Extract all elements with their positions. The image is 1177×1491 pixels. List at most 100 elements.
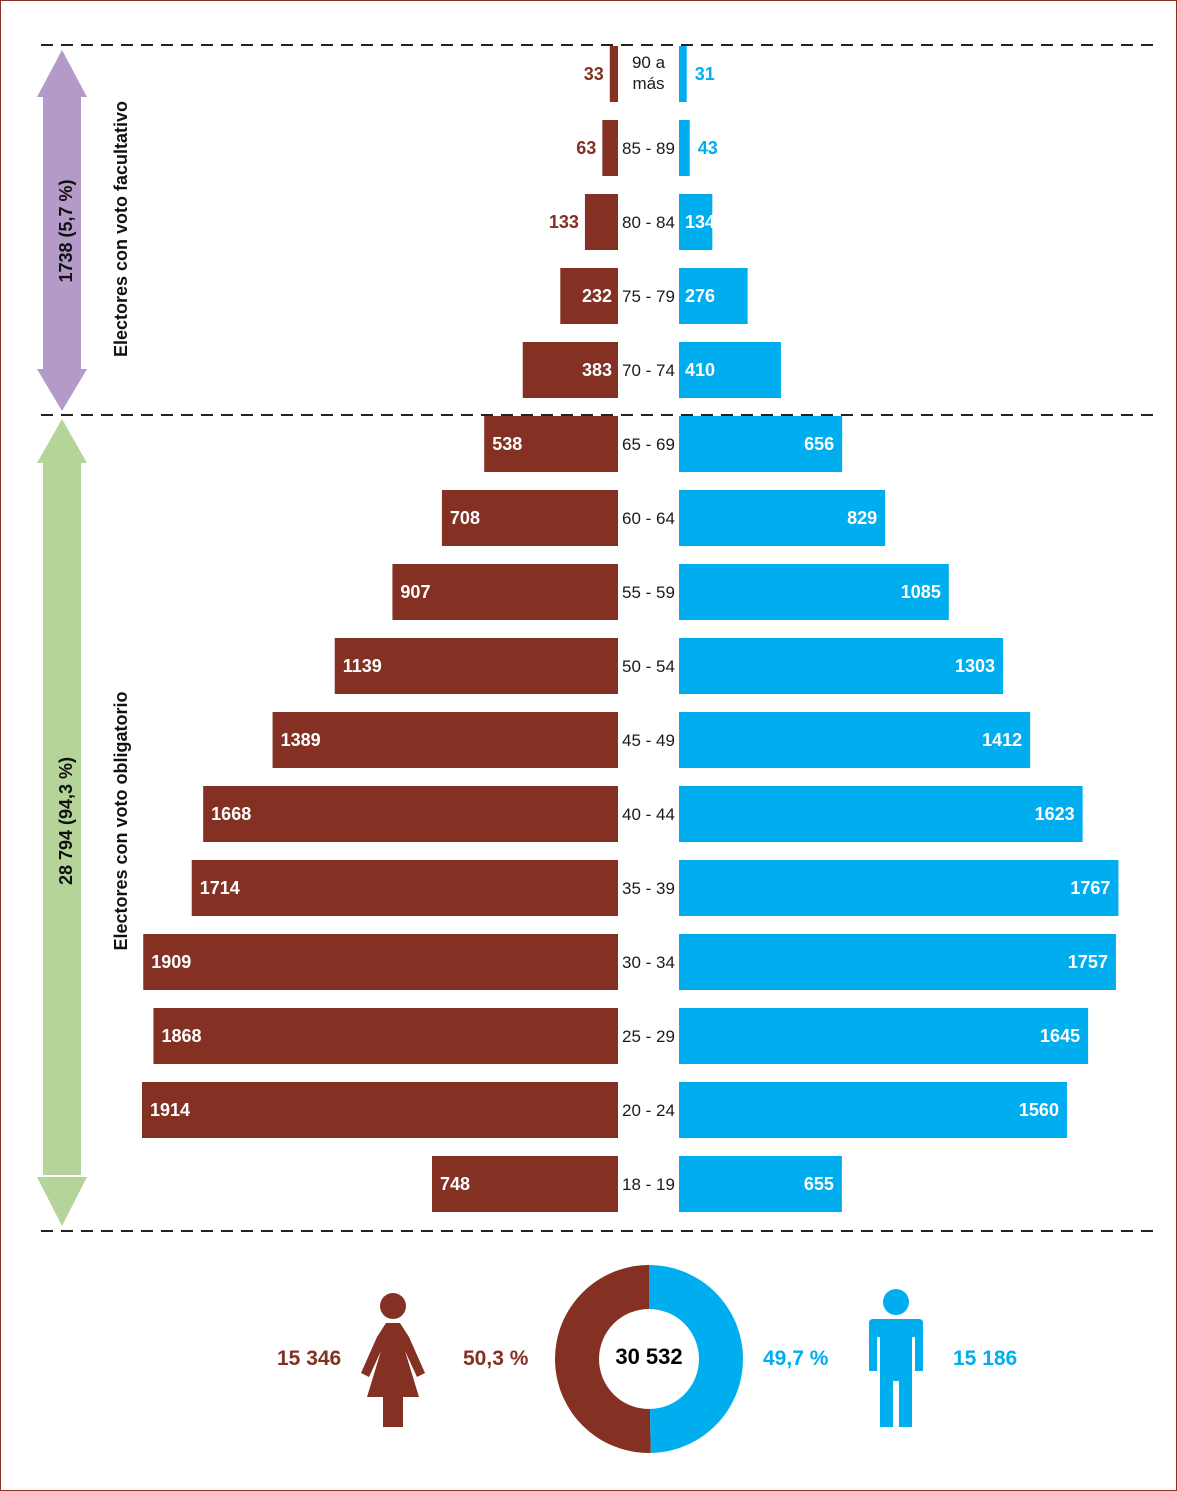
female-total: 15 346 — [277, 1347, 342, 1370]
bar-female-label-6: 708 — [450, 508, 480, 528]
bar-male-6 — [679, 490, 886, 546]
summary-panel: 15 346 50,3 % 30 532 49,7 % 15 186 — [1, 1251, 1176, 1481]
facultativo-arrow-head-up — [37, 50, 87, 97]
bar-male-3 — [679, 268, 748, 324]
facultativo-arrow-shaft — [43, 97, 81, 371]
bar-male-2 — [679, 194, 713, 250]
bar-male-label-4: 410 — [685, 360, 715, 380]
bar-male-label-6: 829 — [847, 508, 877, 528]
bar-female-5 — [484, 416, 618, 472]
male-percent: 49,7 % — [763, 1347, 829, 1370]
facultativo-arrow-head-down — [37, 369, 87, 411]
bar-female-15 — [431, 1156, 618, 1212]
age-label-11: 35 - 39 — [622, 879, 675, 898]
bar-male-label-8: 1303 — [955, 656, 995, 676]
bar-male-4 — [679, 342, 781, 398]
bar-female-4 — [522, 342, 618, 398]
bar-female-label-0: 33 — [584, 64, 604, 84]
bar-male-11 — [679, 860, 1119, 916]
bar-female-8 — [334, 638, 618, 694]
female-icon — [361, 1293, 425, 1427]
bar-female-3 — [560, 268, 618, 324]
bar-female-label-12: 1909 — [151, 952, 191, 972]
bar-male-label-0: 31 — [695, 64, 715, 84]
age-label-2: 80 - 84 — [622, 213, 675, 232]
bar-female-14 — [142, 1082, 618, 1138]
obligatorio-count: 28 794 (94,3 %) — [56, 757, 76, 885]
age-label-12: 30 - 34 — [622, 953, 675, 972]
bar-female-label-11: 1714 — [200, 878, 240, 898]
obligatorio-arrow: 28 794 (94,3 %) — [37, 419, 87, 1226]
bar-male-label-5: 656 — [804, 434, 834, 454]
age-label-10: 40 - 44 — [622, 805, 675, 824]
bar-male-7 — [679, 564, 949, 620]
bar-male-9 — [679, 712, 1031, 768]
bar-male-label-10: 1623 — [1035, 804, 1075, 824]
bar-female-label-9: 1389 — [281, 730, 321, 750]
bar-male-13 — [679, 1008, 1089, 1064]
bar-male-label-7: 1085 — [901, 582, 941, 602]
age-label-14: 20 - 24 — [622, 1101, 675, 1120]
age-label-15: 18 - 19 — [622, 1175, 675, 1194]
gender-donut — [555, 1265, 743, 1453]
obligatorio-arrow-head-down — [37, 1177, 87, 1226]
bar-male-10 — [679, 786, 1083, 842]
bar-male-label-2: 134 — [685, 212, 715, 232]
bar-female-6 — [441, 490, 618, 546]
total-electors: 30 532 — [615, 1344, 683, 1369]
population-pyramid-chart: 1738 (5,7 %) Electores con voto facultat… — [37, 44, 1161, 1232]
bar-male-8 — [679, 638, 1004, 694]
bar-male-label-1: 43 — [698, 138, 718, 158]
bar-female-label-14: 1914 — [150, 1100, 190, 1120]
age-label-1: 85 - 89 — [622, 139, 675, 158]
male-icon — [869, 1289, 923, 1427]
age-label-13: 25 - 29 — [622, 1027, 675, 1046]
facultativo-arrow: 1738 (5,7 %) — [37, 50, 87, 411]
age-label-8: 50 - 54 — [622, 657, 675, 676]
bars-group: 33 31 90 a más 63 43 85 - 89 133 134 80 - 84 232 27… — [142, 46, 1119, 1212]
bar-female-7 — [392, 564, 618, 620]
bar-male-15 — [679, 1156, 842, 1212]
bar-female-0 — [609, 46, 618, 102]
bar-female-2 — [584, 194, 618, 250]
bar-male-label-3: 276 — [685, 286, 715, 306]
age-label-0: 90 a más — [632, 53, 666, 93]
bar-female-11 — [191, 860, 618, 916]
bar-male-12 — [679, 934, 1116, 990]
bar-female-label-7: 907 — [400, 582, 430, 602]
bar-female-1 — [602, 120, 618, 176]
bar-male-label-14: 1560 — [1019, 1100, 1059, 1120]
bar-female-label-4: 383 — [582, 360, 612, 380]
age-label-5: 65 - 69 — [622, 435, 675, 454]
facultativo-count: 1738 (5,7 %) — [56, 179, 76, 282]
bar-male-14 — [679, 1082, 1067, 1138]
bar-male-5 — [679, 416, 843, 472]
bar-female-label-8: 1139 — [343, 656, 382, 676]
bar-male-label-9: 1412 — [982, 730, 1022, 750]
obligatorio-arrow-head-up — [37, 419, 87, 463]
bar-female-12 — [143, 934, 618, 990]
age-label-4: 70 - 74 — [622, 361, 675, 380]
bar-female-9 — [272, 712, 618, 768]
age-label-7: 55 - 59 — [622, 583, 675, 602]
facultativo-label: Electores con voto facultativo — [111, 101, 131, 357]
donut-hole — [599, 1309, 699, 1409]
age-label-9: 45 - 49 — [622, 731, 675, 750]
age-label-3: 75 - 79 — [622, 287, 675, 306]
bar-female-label-2: 133 — [549, 212, 579, 232]
bar-male-label-11: 1767 — [1070, 878, 1110, 898]
bar-female-label-10: 1668 — [211, 804, 251, 824]
bar-female-13 — [153, 1008, 618, 1064]
bar-male-label-13: 1645 — [1040, 1026, 1080, 1046]
bar-male-1 — [679, 120, 690, 176]
bar-female-10 — [203, 786, 618, 842]
bar-male-0 — [679, 46, 687, 102]
bar-male-label-15: 655 — [804, 1174, 834, 1194]
obligatorio-arrow-shaft — [43, 463, 81, 1175]
bar-female-label-15: 748 — [440, 1174, 470, 1194]
bar-male-label-12: 1757 — [1068, 952, 1108, 972]
bar-female-label-5: 538 — [492, 434, 522, 454]
male-total: 15 186 — [953, 1347, 1018, 1370]
age-label-6: 60 - 64 — [622, 509, 675, 528]
